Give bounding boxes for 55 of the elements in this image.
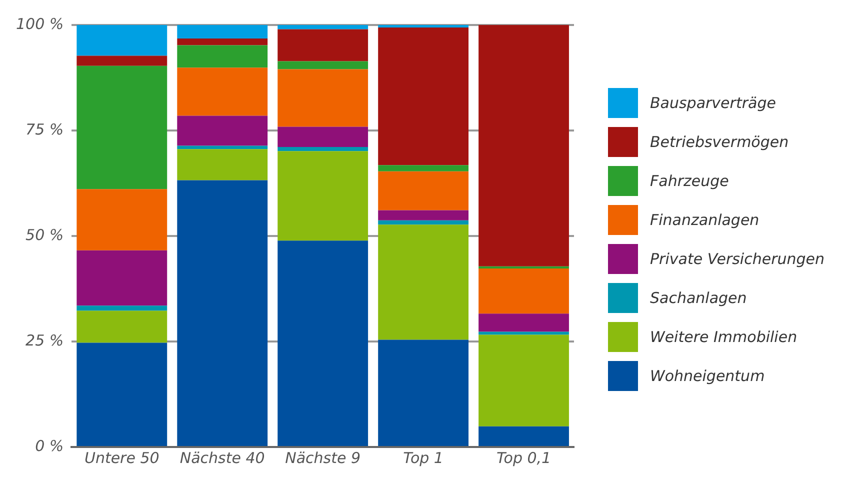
bar — [278, 25, 368, 30]
y-tick-label: 100 % — [16, 14, 64, 33]
bar — [478, 314, 569, 332]
bar — [378, 210, 469, 220]
bar — [177, 45, 268, 68]
bar — [177, 25, 268, 39]
x-tick-label: Top 0,1 — [496, 448, 552, 467]
bar — [278, 240, 368, 446]
bar — [278, 69, 368, 127]
bar — [278, 29, 368, 62]
legend-label: Wohneigentum — [650, 367, 765, 385]
bar — [76, 66, 168, 190]
bar — [177, 149, 268, 180]
bar — [478, 334, 569, 426]
bar — [177, 38, 268, 46]
bar — [378, 220, 469, 225]
bar — [76, 189, 168, 250]
bar — [478, 426, 569, 446]
bar — [76, 342, 168, 446]
legend-label: Finanzanlagen — [650, 211, 760, 229]
bar — [76, 250, 168, 306]
bar — [278, 146, 368, 152]
y-tick-label: 0 % — [35, 436, 64, 455]
bar — [177, 146, 268, 150]
bar — [378, 340, 469, 446]
bar — [177, 116, 268, 146]
x-tick-label: Nächste 40 — [180, 448, 265, 467]
x-tick-label: Top 1 — [403, 448, 444, 467]
bar — [76, 306, 168, 311]
bar — [378, 28, 469, 166]
y-tick-label: 25 % — [26, 331, 64, 350]
legend-label: Private Versicherungen — [650, 250, 825, 268]
legend-label: Sachanlagen — [650, 289, 747, 307]
bar — [478, 268, 569, 314]
legend-label: Bausparverträge — [650, 94, 776, 112]
y-tick-label: 75 % — [26, 120, 64, 138]
x-tick-label: Untere 50 — [84, 448, 160, 467]
bar — [177, 68, 268, 116]
bar — [278, 126, 368, 147]
bar — [378, 224, 469, 340]
bar — [76, 25, 168, 56]
bar — [76, 310, 168, 343]
bar — [478, 25, 569, 266]
legend-label: Betriebsvermögen — [650, 133, 789, 151]
bar — [378, 25, 469, 28]
legend-label: Weitere Immobilien — [650, 328, 798, 346]
bar — [378, 165, 469, 172]
bar — [76, 56, 168, 66]
bar — [278, 61, 368, 70]
x-tick-label: Nächste 9 — [285, 448, 361, 467]
legend-label: Fahrzeuge — [650, 172, 729, 190]
bar — [378, 171, 469, 210]
bar — [177, 180, 268, 446]
y-tick-label: 50 % — [26, 226, 64, 244]
bar — [278, 151, 368, 241]
